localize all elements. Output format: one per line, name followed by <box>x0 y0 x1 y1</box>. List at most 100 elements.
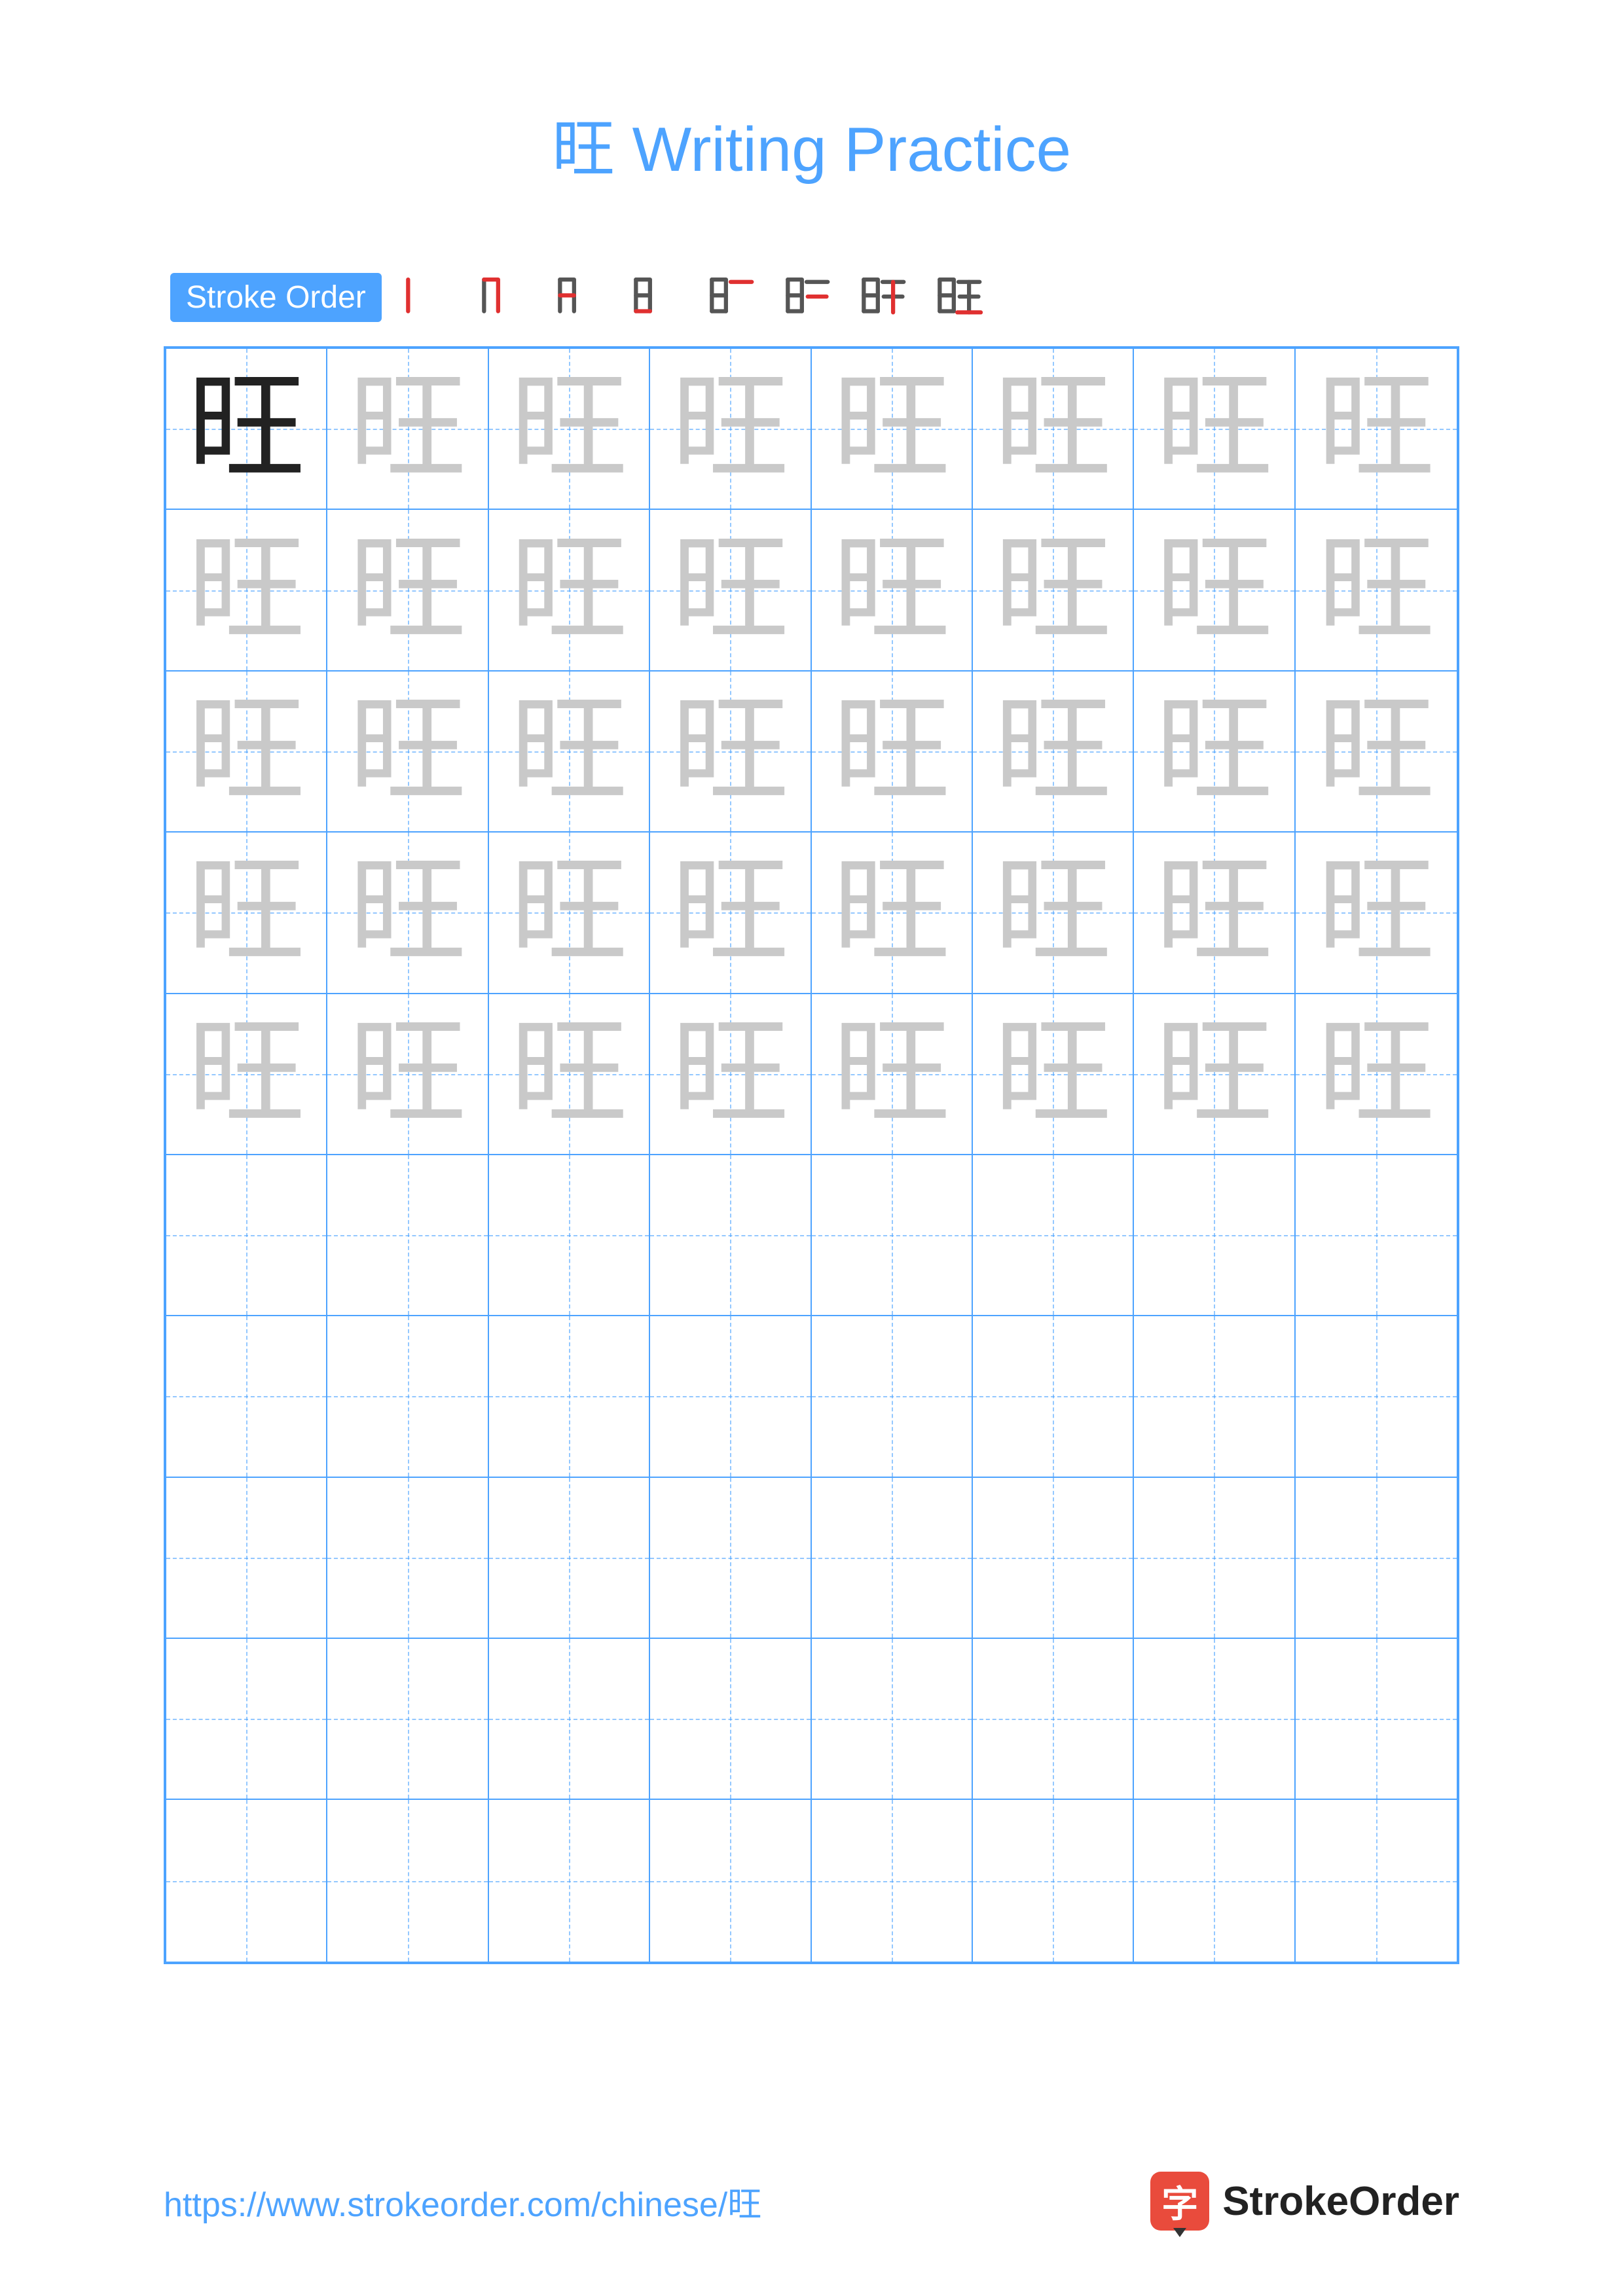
grid-cell: 旺 <box>166 510 327 671</box>
trace-character: 旺 <box>187 1015 305 1133</box>
trace-character: 旺 <box>1317 853 1435 971</box>
grid-cell <box>1134 1316 1295 1477</box>
grid-cell <box>650 1800 811 1961</box>
grid-cell <box>166 1478 327 1639</box>
trace-character: 旺 <box>349 853 467 971</box>
trace-character: 旺 <box>349 1015 467 1133</box>
grid-cell <box>973 1478 1134 1639</box>
grid-cell <box>489 1800 650 1961</box>
grid-cell <box>327 1478 488 1639</box>
grid-cell: 旺 <box>812 994 973 1155</box>
trace-character: 旺 <box>349 531 467 649</box>
stroke-step-7 <box>853 268 912 327</box>
grid-cell: 旺 <box>327 349 488 510</box>
trace-character: 旺 <box>1155 692 1273 810</box>
trace-character: 旺 <box>671 370 789 488</box>
stroke-step-2 <box>473 268 532 327</box>
grid-cell: 旺 <box>650 994 811 1155</box>
grid-cell: 旺 <box>489 994 650 1155</box>
grid-cell: 旺 <box>166 349 327 510</box>
grid-cell <box>166 1639 327 1800</box>
grid-cell <box>1134 1800 1295 1961</box>
grid-cell: 旺 <box>973 672 1134 833</box>
trace-character: 旺 <box>349 370 467 488</box>
trace-character: 旺 <box>833 370 951 488</box>
source-url: https://www.strokeorder.com/chinese/旺 <box>164 2177 761 2226</box>
grid-cell: 旺 <box>1296 349 1457 510</box>
grid-cell: 旺 <box>327 672 488 833</box>
grid-cell: 旺 <box>327 510 488 671</box>
grid-cell <box>1134 1639 1295 1800</box>
logo-icon: 字 <box>1150 2172 1209 2231</box>
grid-cell: 旺 <box>489 510 650 671</box>
grid-cell: 旺 <box>1134 510 1295 671</box>
grid-cell <box>1296 1800 1457 1961</box>
stroke-order-row: Stroke Order <box>170 268 1459 327</box>
grid-cell <box>973 1155 1134 1316</box>
grid-cell <box>812 1478 973 1639</box>
stroke-step-5 <box>701 268 760 327</box>
practice-grid: 旺旺旺旺旺旺旺旺旺旺旺旺旺旺旺旺旺旺旺旺旺旺旺旺旺旺旺旺旺旺旺旺旺旺旺旺旺旺旺旺 <box>166 349 1457 1962</box>
grid-cell: 旺 <box>650 510 811 671</box>
trace-character: 旺 <box>671 692 789 810</box>
trace-character: 旺 <box>994 853 1112 971</box>
stroke-steps-container <box>397 268 988 327</box>
footer: https://www.strokeorder.com/chinese/旺 字 … <box>164 2073 1459 2231</box>
trace-character: 旺 <box>510 1015 628 1133</box>
trace-character: 旺 <box>833 531 951 649</box>
grid-cell <box>812 1800 973 1961</box>
trace-character: 旺 <box>1155 531 1273 649</box>
grid-cell <box>489 1478 650 1639</box>
grid-cell <box>650 1155 811 1316</box>
grid-cell: 旺 <box>327 833 488 994</box>
grid-cell <box>489 1316 650 1477</box>
trace-character: 旺 <box>671 1015 789 1133</box>
grid-cell <box>327 1800 488 1961</box>
grid-cell: 旺 <box>1296 994 1457 1155</box>
trace-character: 旺 <box>671 853 789 971</box>
grid-cell: 旺 <box>166 994 327 1155</box>
grid-cell <box>327 1316 488 1477</box>
grid-cell: 旺 <box>650 833 811 994</box>
grid-cell <box>327 1155 488 1316</box>
practice-grid-wrap: 旺旺旺旺旺旺旺旺旺旺旺旺旺旺旺旺旺旺旺旺旺旺旺旺旺旺旺旺旺旺旺旺旺旺旺旺旺旺旺旺 <box>164 346 1459 1964</box>
grid-cell <box>973 1800 1134 1961</box>
grid-cell <box>327 1639 488 1800</box>
grid-cell: 旺 <box>489 672 650 833</box>
grid-cell: 旺 <box>1296 510 1457 671</box>
trace-character: 旺 <box>833 853 951 971</box>
logo-text: StrokeOrder <box>1222 2178 1459 2225</box>
trace-character: 旺 <box>187 853 305 971</box>
stroke-step-8 <box>929 268 988 327</box>
grid-cell: 旺 <box>973 510 1134 671</box>
grid-cell <box>812 1155 973 1316</box>
stroke-order-badge: Stroke Order <box>170 273 382 322</box>
trace-character: 旺 <box>671 531 789 649</box>
trace-character: 旺 <box>187 531 305 649</box>
logo: 字 StrokeOrder <box>1150 2172 1459 2231</box>
grid-cell <box>812 1639 973 1800</box>
trace-character: 旺 <box>833 1015 951 1133</box>
grid-cell <box>650 1639 811 1800</box>
grid-cell <box>166 1800 327 1961</box>
trace-character: 旺 <box>994 370 1112 488</box>
trace-character: 旺 <box>187 692 305 810</box>
grid-cell <box>166 1316 327 1477</box>
grid-cell: 旺 <box>973 833 1134 994</box>
grid-cell: 旺 <box>489 833 650 994</box>
grid-cell: 旺 <box>973 349 1134 510</box>
grid-cell <box>1134 1155 1295 1316</box>
grid-cell <box>489 1155 650 1316</box>
grid-cell <box>489 1639 650 1800</box>
stroke-step-4 <box>625 268 684 327</box>
grid-cell: 旺 <box>812 510 973 671</box>
trace-character: 旺 <box>1317 370 1435 488</box>
grid-cell <box>650 1478 811 1639</box>
trace-character: 旺 <box>510 853 628 971</box>
grid-cell <box>1296 1155 1457 1316</box>
trace-character: 旺 <box>1155 1015 1273 1133</box>
trace-character: 旺 <box>1155 370 1273 488</box>
grid-cell <box>1296 1639 1457 1800</box>
grid-cell <box>973 1639 1134 1800</box>
grid-cell <box>973 1316 1134 1477</box>
